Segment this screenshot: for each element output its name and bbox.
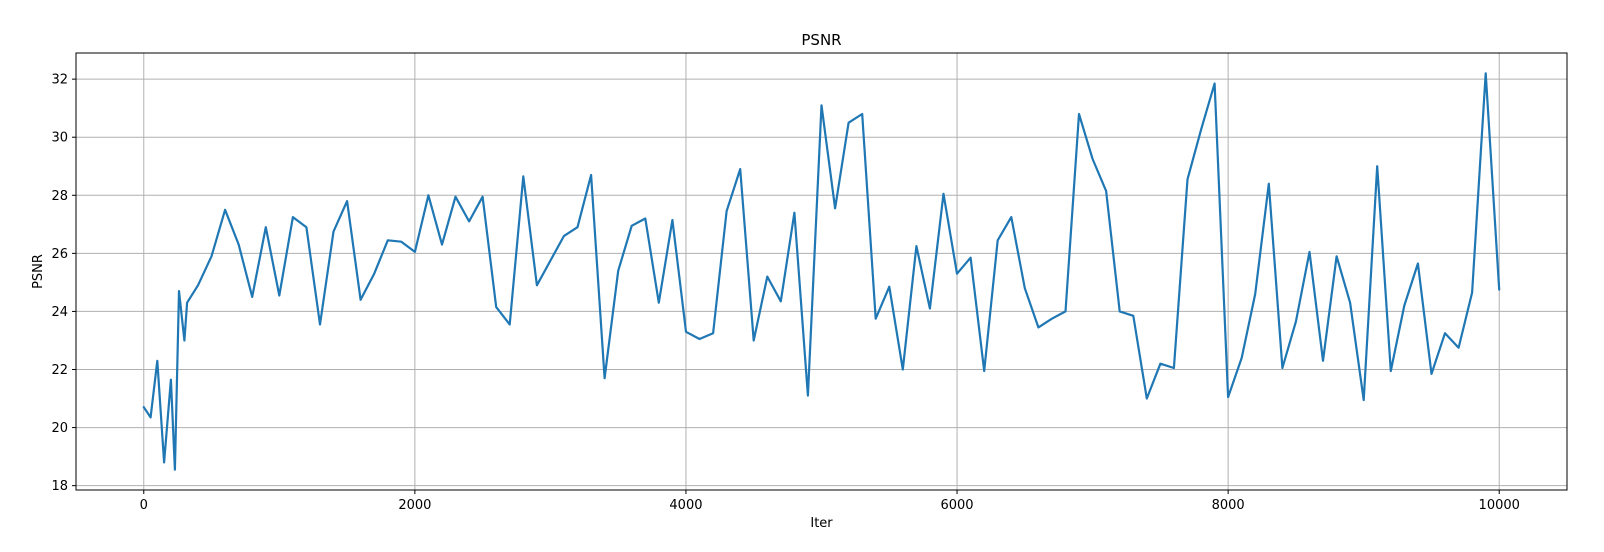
x-tick-label: 6000 xyxy=(940,498,973,513)
y-tick-label: 30 xyxy=(51,131,68,146)
x-tick-label: 4000 xyxy=(669,498,702,513)
y-axis-label: PSNR xyxy=(31,254,46,289)
y-tick-label: 24 xyxy=(51,305,68,320)
y-tick-label: 18 xyxy=(51,479,68,494)
x-axis-label: Iter xyxy=(810,516,833,531)
axis-ticks: 0 2000 4000 6000 8000 10000 18 20 22 24 26 28 30 32 xyxy=(51,73,1519,513)
grid-lines xyxy=(76,53,1567,490)
x-tick-label: 8000 xyxy=(1212,498,1245,513)
y-tick-label: 32 xyxy=(51,73,68,88)
y-tick-label: 20 xyxy=(51,421,68,436)
x-tick-label: 2000 xyxy=(398,498,431,513)
psnr-series-line xyxy=(142,72,1501,471)
y-tick-label: 26 xyxy=(51,247,68,262)
y-tick-label: 22 xyxy=(51,363,68,378)
y-tick-label: 28 xyxy=(51,189,68,204)
chart-title: PSNR xyxy=(801,31,841,49)
plot-frame xyxy=(75,52,1568,491)
x-tick-label: 10000 xyxy=(1479,498,1520,513)
x-tick-label: 0 xyxy=(140,498,148,513)
